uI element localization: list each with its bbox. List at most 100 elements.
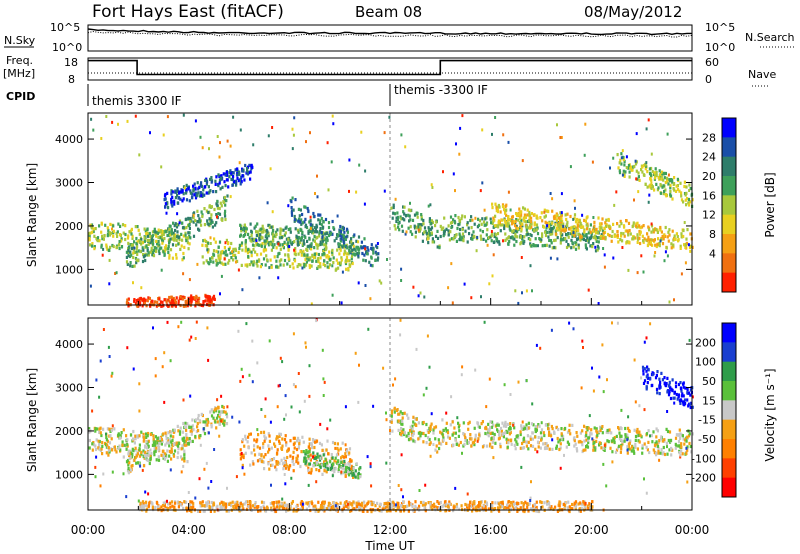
range-cell bbox=[566, 430, 570, 434]
range-cell bbox=[319, 256, 322, 260]
range-cell bbox=[637, 190, 640, 194]
range-cell bbox=[151, 443, 154, 447]
range-cell bbox=[253, 505, 256, 509]
range-cell bbox=[685, 185, 688, 189]
range-cell bbox=[610, 239, 613, 243]
range-cell bbox=[276, 228, 279, 232]
range-cell bbox=[128, 230, 131, 234]
cpid-label: CPID bbox=[6, 90, 35, 103]
range-cell bbox=[354, 473, 357, 477]
range-cell bbox=[200, 193, 203, 198]
range-cell bbox=[610, 234, 613, 238]
range-cell bbox=[317, 500, 320, 504]
range-cell bbox=[499, 501, 502, 505]
range-cell bbox=[202, 261, 205, 265]
range-cell bbox=[313, 252, 316, 256]
range-cell bbox=[537, 445, 540, 449]
range-cell bbox=[195, 223, 198, 227]
range-cell bbox=[343, 244, 346, 248]
range-cell bbox=[146, 227, 149, 231]
range-cell bbox=[364, 245, 367, 249]
range-cell bbox=[349, 509, 352, 513]
range-cell bbox=[150, 299, 154, 303]
range-cell bbox=[115, 450, 118, 454]
range-cell bbox=[419, 434, 422, 438]
range-cell bbox=[347, 267, 350, 271]
range-cell bbox=[540, 500, 543, 505]
range-cell bbox=[289, 241, 292, 245]
range-cell bbox=[198, 194, 202, 198]
range-cell bbox=[434, 224, 437, 228]
range-cell bbox=[626, 229, 629, 233]
range-cell bbox=[147, 439, 150, 443]
range-cell bbox=[522, 427, 525, 431]
range-cell bbox=[278, 251, 281, 255]
range-cell bbox=[177, 302, 180, 306]
range-cell bbox=[331, 232, 334, 236]
range-cell bbox=[491, 445, 494, 449]
range-cell bbox=[357, 255, 360, 259]
colorbar-swatch bbox=[722, 253, 736, 274]
range-cell bbox=[536, 509, 539, 513]
range-cell bbox=[537, 244, 539, 248]
range-cell bbox=[351, 473, 354, 477]
range-cell bbox=[307, 244, 310, 248]
range-cell bbox=[446, 429, 449, 433]
range-cell bbox=[108, 258, 111, 262]
range-cell bbox=[331, 252, 334, 257]
range-cell bbox=[242, 228, 245, 232]
range-cell bbox=[528, 213, 531, 217]
range-cell bbox=[519, 216, 522, 220]
range-cell bbox=[600, 426, 603, 430]
range-cell bbox=[468, 437, 472, 441]
range-cell bbox=[339, 246, 342, 251]
range-cell bbox=[584, 243, 587, 247]
range-cell bbox=[145, 244, 148, 248]
range-cell bbox=[618, 169, 621, 173]
range-cell bbox=[492, 423, 495, 427]
range-cell bbox=[437, 438, 440, 442]
range-cell bbox=[138, 454, 141, 458]
range-cell bbox=[478, 219, 482, 223]
range-cell bbox=[542, 442, 545, 446]
range-cell bbox=[643, 379, 647, 383]
range-cell bbox=[275, 460, 278, 464]
range-cell bbox=[546, 209, 549, 213]
range-cell bbox=[112, 244, 115, 249]
range-cell bbox=[431, 186, 434, 189]
freq-unit: [MHz] bbox=[3, 67, 35, 80]
range-cell bbox=[309, 471, 313, 475]
range-cell bbox=[327, 255, 331, 259]
range-cell bbox=[508, 432, 511, 436]
range-cell bbox=[179, 426, 182, 430]
range-cell bbox=[206, 248, 209, 252]
range-cell bbox=[262, 430, 266, 434]
range-cell bbox=[221, 404, 224, 409]
range-cell bbox=[189, 219, 192, 223]
range-cell bbox=[134, 434, 137, 438]
range-cell bbox=[259, 227, 262, 231]
range-cell bbox=[108, 427, 111, 431]
range-cell bbox=[308, 263, 311, 268]
range-cell bbox=[586, 236, 589, 240]
range-cell bbox=[646, 238, 649, 242]
range-cell bbox=[646, 185, 649, 189]
range-cell bbox=[467, 422, 470, 426]
range-cell bbox=[643, 367, 646, 371]
range-cell bbox=[210, 205, 213, 209]
range-cell bbox=[351, 253, 354, 257]
range-cell bbox=[559, 438, 562, 442]
range-cell bbox=[491, 420, 494, 424]
range-cell bbox=[355, 239, 358, 243]
range-cell bbox=[221, 419, 224, 423]
range-cell bbox=[689, 393, 692, 397]
range-cell bbox=[534, 427, 537, 431]
range-cell bbox=[256, 438, 259, 442]
range-cell bbox=[157, 458, 161, 462]
range-cell bbox=[258, 236, 261, 240]
range-cell bbox=[120, 431, 123, 435]
range-cell bbox=[523, 235, 526, 239]
range-cell bbox=[167, 244, 170, 249]
range-cell bbox=[564, 426, 567, 431]
range-cell bbox=[609, 446, 612, 450]
